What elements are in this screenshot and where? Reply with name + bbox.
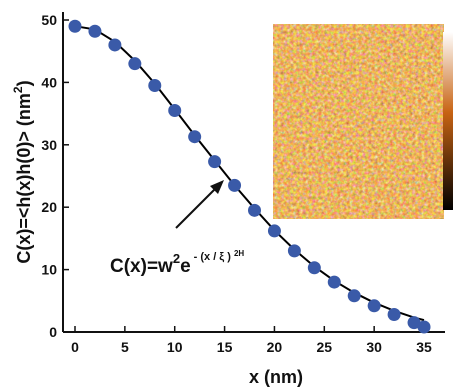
eq-e: e <box>180 256 191 277</box>
x-tick-label: 25 <box>317 339 333 355</box>
eq-base: C(x)=w <box>110 256 173 277</box>
data-point <box>148 79 162 93</box>
inset-colorbar <box>443 32 453 210</box>
y-axis-title: C(x)=<h(x)h(0)> (nm2) <box>11 80 34 263</box>
x-tick-label: 30 <box>366 339 382 355</box>
annotation-arrow <box>175 180 224 229</box>
data-point <box>128 57 142 71</box>
data-point <box>108 38 122 52</box>
data-point <box>327 275 341 289</box>
y-axis-title-sup: 2 <box>11 86 25 93</box>
data-point <box>228 178 242 192</box>
data-point <box>208 155 222 169</box>
y-tick-label: 50 <box>41 12 57 28</box>
data-point <box>307 261 321 275</box>
data-point <box>168 103 182 117</box>
y-axis-title-main: C(x)=<h(x)h(0)> (nm <box>14 93 34 264</box>
x-tick-label: 10 <box>167 339 183 355</box>
x-ticks: 0 5 10 15 20 25 30 35 <box>71 326 432 355</box>
x-tick-label: 20 <box>267 339 283 355</box>
data-point <box>407 316 421 330</box>
data-point <box>248 203 261 217</box>
data-point <box>387 308 401 322</box>
y-axis-title-close: ) <box>14 80 34 86</box>
y-tick-label: 30 <box>41 137 57 153</box>
x-tick-label: 5 <box>121 339 129 355</box>
fit-equation: C(x)=w2e - (x / ξ ) 2H <box>110 249 244 277</box>
data-point <box>347 289 361 303</box>
data-point <box>367 299 381 313</box>
eq-exponent: - (x / ξ ) <box>194 251 232 263</box>
data-point <box>417 320 431 334</box>
data-point <box>68 19 82 33</box>
data-point <box>188 130 202 144</box>
x-tick-label: 0 <box>71 339 79 355</box>
afm-inset-image <box>273 24 444 219</box>
y-tick-label: 0 <box>49 324 57 340</box>
data-points <box>68 19 431 334</box>
data-point <box>88 24 102 38</box>
x-tick-label: 35 <box>416 339 432 355</box>
data-point <box>287 244 301 258</box>
y-tick-label: 10 <box>41 262 57 278</box>
x-axis-title: x (nm) <box>249 367 303 387</box>
y-tick-label: 20 <box>41 199 57 215</box>
y-ticks: 0 10 20 30 40 50 <box>41 12 69 340</box>
y-tick-label: 40 <box>41 74 57 90</box>
eq-sup: 2 <box>173 251 180 266</box>
data-point <box>267 224 281 238</box>
x-tick-label: 15 <box>217 339 233 355</box>
eq-exponent-sup: 2H <box>234 249 244 258</box>
